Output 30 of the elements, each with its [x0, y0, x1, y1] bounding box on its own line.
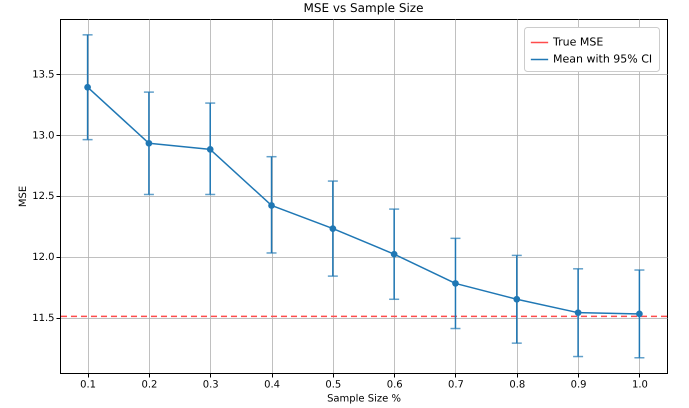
x-tick-label: 1.0	[632, 380, 648, 390]
point	[146, 140, 152, 147]
legend-label: True MSE	[552, 36, 604, 48]
point	[329, 225, 336, 232]
point	[390, 250, 398, 258]
point	[84, 84, 91, 91]
x-tick-label: 0.7	[448, 380, 464, 390]
point	[513, 296, 520, 303]
y-tick-label: 11.5	[32, 313, 54, 324]
chart-title: MSE vs Sample Size	[304, 1, 424, 15]
x-tick-label: 0.2	[141, 380, 158, 390]
y-tick-label: 13.5	[32, 69, 54, 80]
point	[206, 146, 214, 153]
x-tick-label: 0.3	[202, 380, 219, 390]
x-tick-label: 0.6	[386, 380, 403, 390]
y-axis-title: MSE	[18, 186, 30, 208]
x-tick-label: 0.9	[570, 380, 587, 390]
point	[268, 202, 275, 209]
y-tick-label: 12.5	[32, 191, 54, 202]
y-tick-label: 12.0	[32, 252, 54, 264]
x-tick-label: 0.8	[509, 380, 526, 390]
point	[574, 309, 582, 316]
legend-label: Mean with 95% CI	[553, 52, 652, 66]
x-axis-title: Sample Size %	[327, 394, 401, 404]
x-tick-label: 0.5	[325, 380, 342, 390]
x-tick-label: 0.4	[264, 380, 280, 390]
x-tick-label: 0.1	[80, 380, 96, 390]
point	[636, 310, 643, 318]
y-tick-label: 13.0	[32, 130, 54, 142]
point	[452, 280, 459, 287]
